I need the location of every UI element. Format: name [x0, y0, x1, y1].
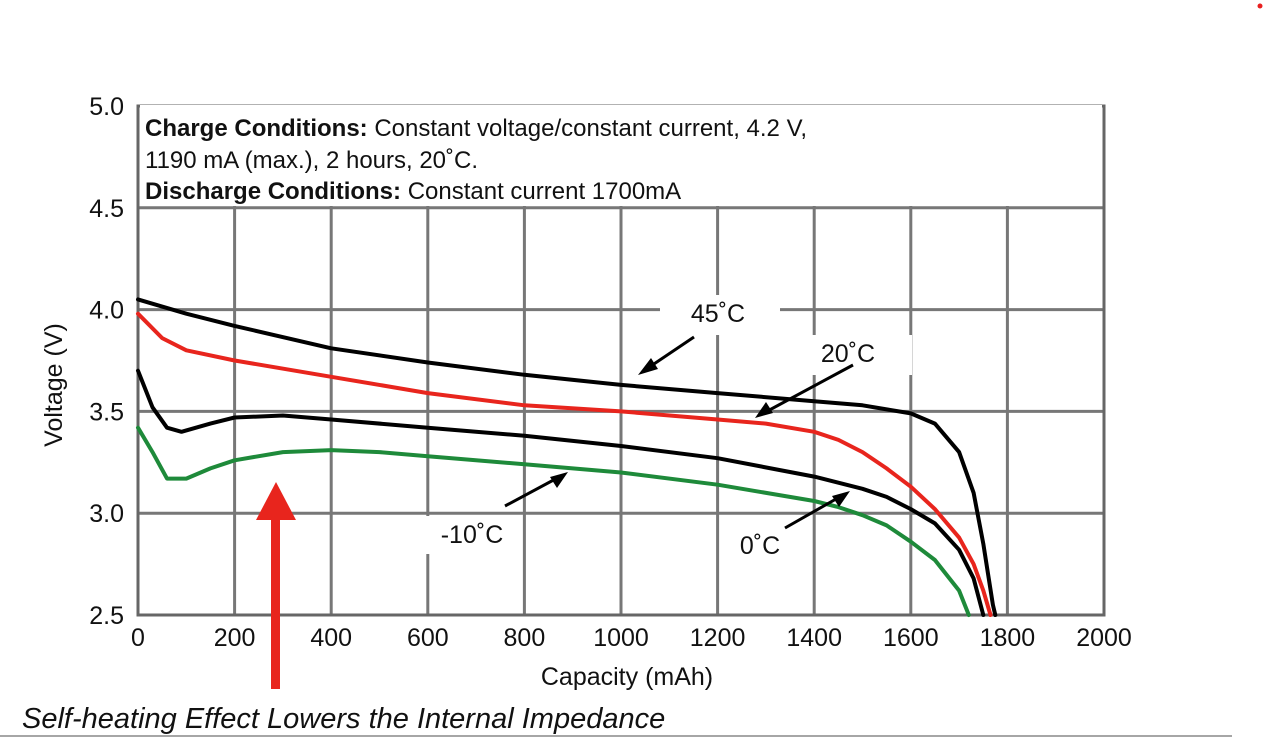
x-axis-title: Capacity (mAh) — [541, 663, 713, 691]
charge-conditions-value-1: Constant voltage/constant current, 4.2 V… — [368, 115, 807, 142]
y-tick-label: 4.5 — [89, 195, 124, 223]
discharge-conditions-heading: Discharge Conditions: — [145, 178, 401, 205]
x-tick-label: 0 — [131, 624, 145, 652]
x-tick-label: 400 — [310, 624, 352, 652]
conditions-text: Charge Conditions: Constant voltage/cons… — [145, 115, 807, 205]
y-tick-label: 4.0 — [89, 297, 124, 325]
series-line-2 — [136, 368, 986, 617]
label-bg-m10c — [425, 516, 515, 554]
series-line-3 — [136, 425, 971, 617]
x-tick-label: 1400 — [786, 624, 842, 652]
label-bg-45c — [660, 295, 780, 335]
discharge-conditions-value: Constant current 1700mA — [401, 178, 681, 205]
arrow-20c — [761, 363, 854, 416]
x-tick-label: 200 — [214, 624, 256, 652]
x-tick-label: 2000 — [1076, 624, 1132, 652]
discharge-conditions-line: Discharge Conditions: Constant current 1… — [145, 178, 681, 205]
y-tick-label: 3.0 — [89, 500, 124, 528]
series-lines — [136, 297, 998, 617]
arrow-0c-head — [832, 491, 850, 507]
y-tick-label: 5.0 — [89, 93, 124, 121]
arrow-0c — [784, 493, 844, 530]
red-arrow-head — [256, 482, 296, 520]
charge-conditions-value-2: 1190 mA (max.), 2 hours, 20˚C. — [145, 147, 478, 174]
series-line-0 — [136, 297, 998, 617]
tick-labels: 0 200 400 600 800 1000 1200 1400 1600 1800 2000 2.5… — [89, 93, 1132, 652]
x-tick-label: 1200 — [690, 624, 746, 652]
red-arrow-shaft — [271, 517, 280, 689]
arrow-minus10c-head — [550, 472, 568, 488]
label-45c: 45˚C — [691, 300, 745, 328]
self-heating-arrow — [256, 482, 296, 689]
arrow-20c-head — [755, 402, 773, 418]
arrow-minus10c — [504, 474, 562, 508]
caption: Self-heating Effect Lowers the Internal … — [22, 703, 665, 735]
charge-conditions-line-1: Charge Conditions: Constant voltage/cons… — [145, 115, 807, 142]
x-tick-label: 1000 — [593, 624, 649, 652]
label-20c: 20˚C — [821, 340, 875, 368]
y-tick-label: 2.5 — [89, 602, 124, 630]
x-tick-label: 1800 — [980, 624, 1036, 652]
label-bg-20c — [792, 335, 912, 375]
y-axis-title: Voltage (V) — [40, 323, 68, 447]
conditions-box — [140, 105, 1102, 206]
corner-dot — [1257, 3, 1263, 9]
x-tick-label: 800 — [504, 624, 546, 652]
label-minus10c: -10˚C — [441, 521, 504, 549]
charge-conditions-line-2: 1190 mA (max.), 2 hours, 20˚C. — [145, 147, 478, 174]
y-tick-label: 3.5 — [89, 398, 124, 426]
label-0c: 0˚C — [740, 532, 780, 560]
x-tick-label: 1600 — [883, 624, 939, 652]
series-line-1 — [136, 311, 993, 617]
annotation-arrows — [504, 335, 854, 530]
charge-conditions-heading: Charge Conditions: — [145, 115, 368, 142]
arrow-45c-head — [638, 358, 658, 375]
x-tick-label: 600 — [407, 624, 449, 652]
label-bg-0c — [725, 527, 795, 565]
